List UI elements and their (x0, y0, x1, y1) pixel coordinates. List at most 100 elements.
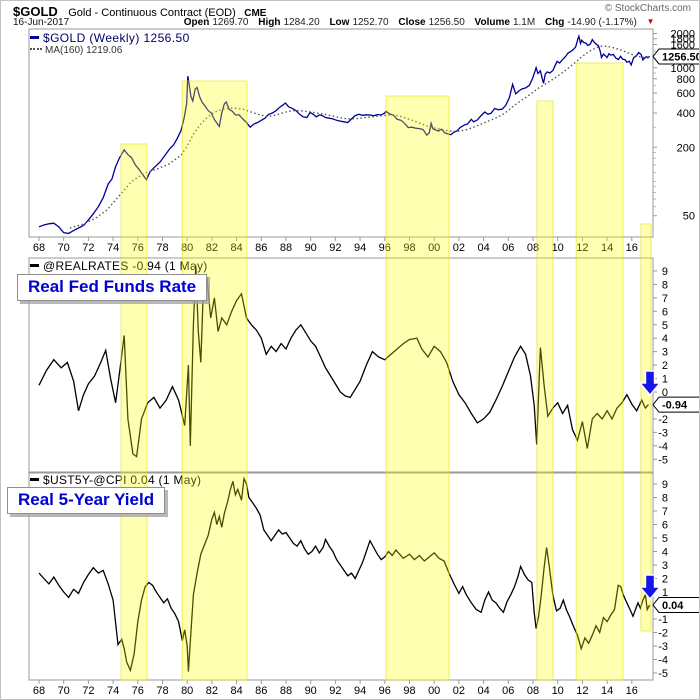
y-tick-label: 9 (662, 266, 668, 278)
x-tick-label: 98 (403, 242, 415, 254)
x-tick-label: 14 (601, 685, 613, 697)
x-tick-label: 96 (379, 685, 391, 697)
highlight-band (536, 100, 554, 681)
y-tick-label: 2 (662, 360, 668, 372)
x-tick-label: 86 (255, 242, 267, 254)
x-tick-label: 76 (132, 685, 144, 697)
x-tick-label: 68 (33, 242, 45, 254)
quote-date: 16-Jun-2017 (13, 17, 70, 28)
highlight-band (181, 80, 248, 681)
y-tick-label: 1 (662, 374, 668, 386)
symbol-description: Gold - Continuous Contract (EOD) (68, 7, 236, 19)
panel-border (28, 28, 654, 238)
y-tick-label: 3 (662, 560, 668, 572)
y-tick-label: 6 (662, 520, 668, 532)
gold-series-legend: $GOLD (Weekly) 1256.50 (30, 31, 190, 45)
x-tick-label: 96 (379, 242, 391, 254)
price-tag (652, 596, 699, 613)
x-tick-label: 84 (230, 685, 242, 697)
x-tick-label: 08 (527, 242, 539, 254)
x-tick-label: 16 (626, 242, 638, 254)
x-tick-label: 74 (107, 685, 119, 697)
real-5-year-yield-annotation: Real 5-Year Yield (7, 487, 166, 514)
quote-high: High 1284.20 (258, 17, 320, 28)
price-tag (652, 48, 699, 65)
ust5y-line-swatch-icon (30, 478, 39, 481)
highlight-band (385, 95, 450, 681)
x-tick-label: 04 (477, 242, 489, 254)
price-tag (652, 396, 699, 413)
x-tick-label: 92 (329, 685, 341, 697)
x-tick-label: 88 (280, 242, 292, 254)
y-tick-label: -2 (658, 628, 668, 640)
x-tick-label: 16 (626, 685, 638, 697)
quote-open: Open 1269.70 (183, 17, 249, 28)
gold_weekly-series-path (69, 45, 650, 229)
x-tick-label: 10 (552, 685, 564, 697)
ust5y-legend: $UST5Y-@CPI 0.04 (1 May) (30, 473, 201, 487)
y-tick-label: -3 (658, 641, 668, 653)
x-tick-label: 80 (181, 242, 193, 254)
x-tick-label: 10 (552, 242, 564, 254)
real-fed-funds-rate-annotation: Real Fed Funds Rate (17, 274, 208, 301)
x-tick-label: 88 (280, 685, 292, 697)
down-arrow-icon (638, 574, 662, 601)
change-down-triangle-icon: ▼ (646, 17, 655, 26)
x-tick-label: 82 (206, 685, 218, 697)
x-tick-label: 72 (82, 242, 94, 254)
y-tick-label: 1000 (671, 63, 695, 75)
y-tick-label: 2000 (671, 29, 695, 41)
y-tick-label: 7 (662, 293, 668, 305)
y-tick-label: 50 (683, 211, 695, 223)
x-tick-label: 06 (502, 685, 514, 697)
y-tick-label: 5 (662, 533, 668, 545)
x-tick-label: 12 (576, 242, 588, 254)
y-tick-label: -5 (658, 454, 668, 466)
x-tick-label: 08 (527, 685, 539, 697)
y-tick-label: 3 (662, 347, 668, 359)
x-tick-label: 00 (428, 685, 440, 697)
highlight-band (120, 143, 148, 681)
x-tick-label: 06 (502, 242, 514, 254)
y-tick-label: 8 (662, 493, 668, 505)
y-tick-label: -1 (658, 614, 668, 626)
gold-line-swatch-icon (30, 36, 39, 39)
realrates-line-swatch-icon (30, 264, 39, 267)
quote-change: Chg -14.90 (-1.17%) (544, 17, 637, 28)
y-tick-label: 9 (662, 479, 668, 491)
y-tick-label: 8 (662, 279, 668, 291)
ma-dotted-swatch-icon (30, 48, 42, 50)
gold_weekly-series-path (38, 34, 651, 235)
y-tick-label: 6 (662, 306, 668, 318)
y-tick-label: 0 (662, 387, 668, 399)
x-tick-label: 98 (403, 685, 415, 697)
y-tick-label: 1800 (671, 34, 695, 46)
x-tick-label: 78 (156, 242, 168, 254)
x-tick-label: 78 (156, 685, 168, 697)
x-tick-label: 12 (576, 685, 588, 697)
x-tick-label: 14 (601, 242, 613, 254)
quote-volume: Volume 1.1M (474, 17, 536, 28)
chart-header: $GOLD Gold - Continuous Contract (EOD) C… (13, 3, 691, 19)
x-tick-label: 94 (354, 685, 366, 697)
x-tick-label: 84 (230, 242, 242, 254)
x-tick-label: 70 (58, 242, 70, 254)
y-tick-label: 7 (662, 506, 668, 518)
price-tag-value: -0.94 (662, 400, 688, 412)
real_5y_yield-series-path (38, 476, 651, 673)
x-tick-label: 02 (453, 242, 465, 254)
y-tick-label: 600 (677, 88, 695, 100)
panel-border (28, 257, 654, 473)
x-tick-label: 76 (132, 242, 144, 254)
y-tick-label: -2 (658, 414, 668, 426)
quote-row: 16-Jun-2017 Open 1269.70 High 1284.20 Low 1… (13, 17, 691, 30)
x-tick-label: 92 (329, 242, 341, 254)
exchange-label: CME (244, 8, 267, 19)
y-tick-label: -3 (658, 427, 668, 439)
highlight-band (640, 223, 652, 632)
y-tick-label: 4 (662, 547, 668, 559)
stockcharts-credit: © StockCharts.com (604, 3, 691, 14)
symbol-label: $GOLD (13, 4, 58, 19)
y-tick-label: 5 (662, 320, 668, 332)
